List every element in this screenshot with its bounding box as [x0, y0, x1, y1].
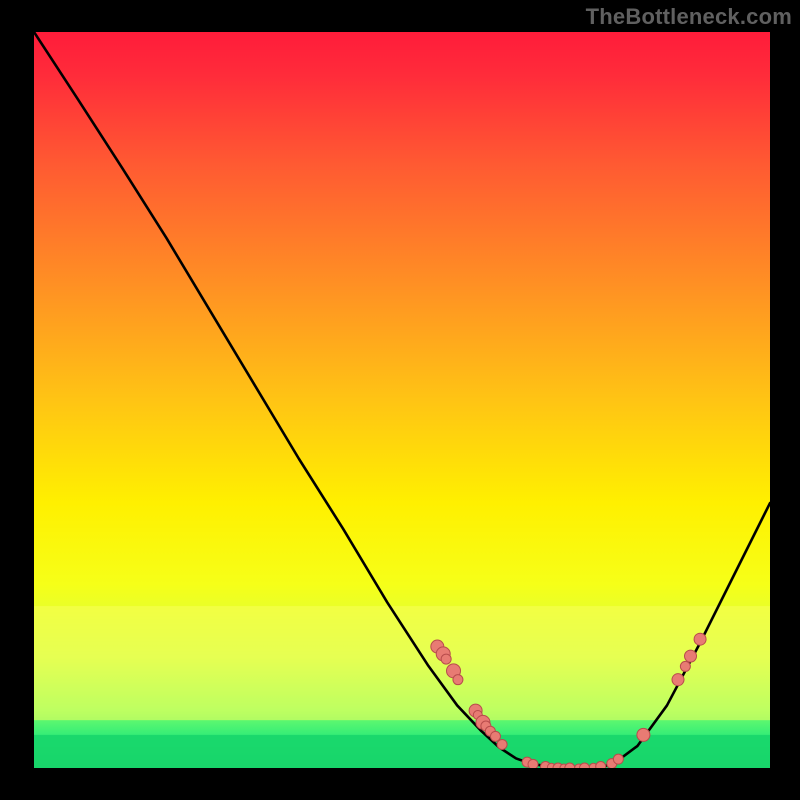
- data-marker: [613, 754, 623, 764]
- data-marker: [441, 654, 451, 664]
- green-highlight-band: [34, 735, 770, 768]
- watermark-text: TheBottleneck.com: [586, 4, 792, 30]
- data-marker: [453, 675, 463, 685]
- chart-svg: [0, 0, 800, 800]
- data-marker: [580, 763, 590, 773]
- data-marker: [694, 633, 706, 645]
- data-marker: [490, 731, 500, 741]
- bottleneck-chart: TheBottleneck.com: [0, 0, 800, 800]
- data-marker: [565, 763, 575, 773]
- data-marker: [672, 674, 684, 686]
- data-marker: [680, 661, 690, 671]
- data-marker: [637, 728, 650, 741]
- data-marker: [497, 739, 507, 749]
- data-marker: [685, 650, 697, 662]
- data-marker: [596, 762, 606, 772]
- data-marker: [528, 759, 538, 769]
